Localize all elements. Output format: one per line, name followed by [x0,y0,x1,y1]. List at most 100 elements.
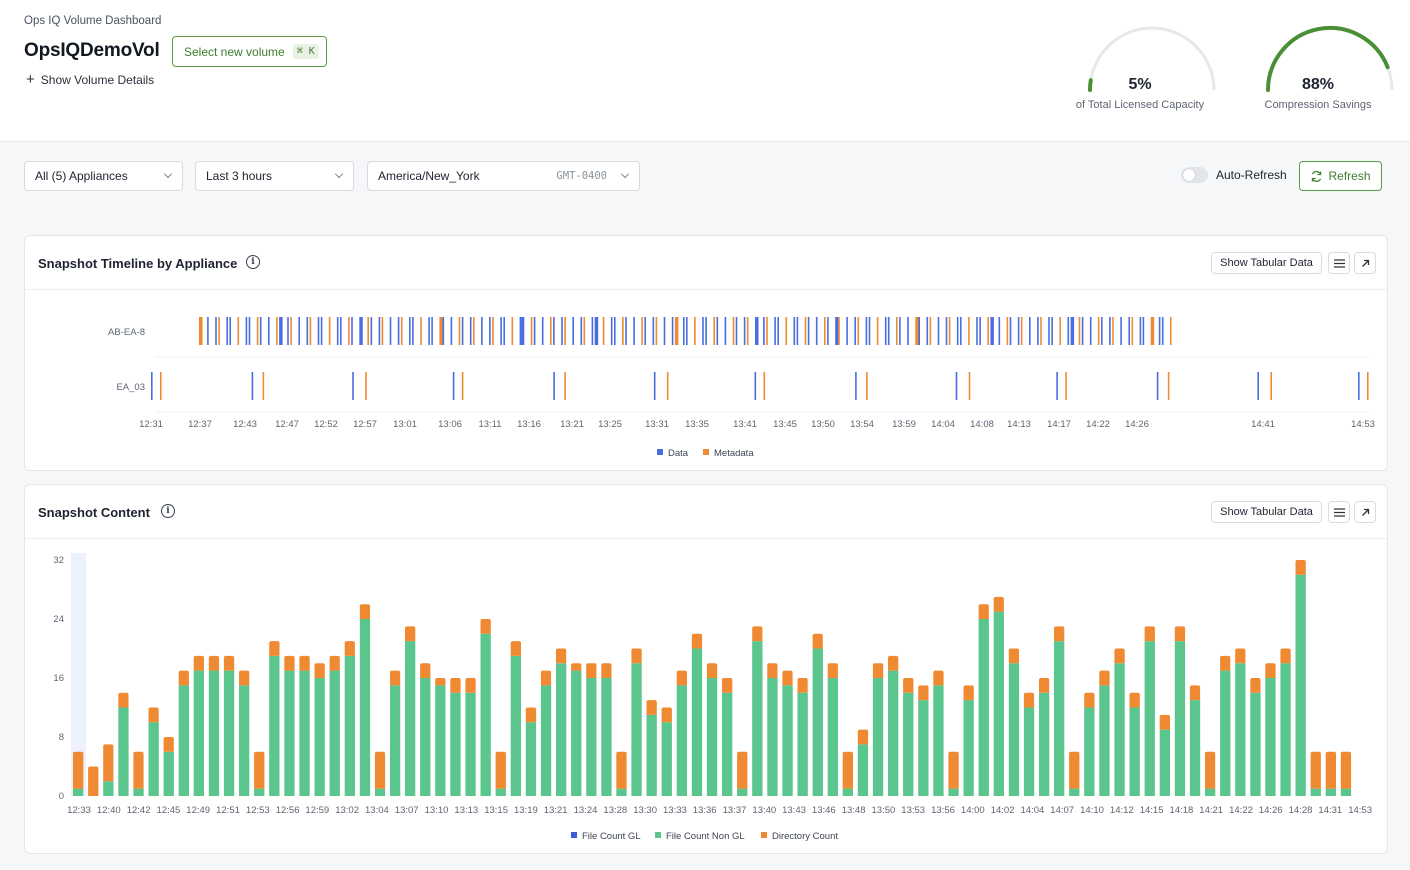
bar-directory-count [254,751,265,789]
bar-file-count-non-gl [374,788,386,796]
timeline-event [262,372,265,400]
timeline-event [511,317,514,345]
bar-file-count-non-gl [1159,729,1170,796]
content-x-tick: 13:56 [931,805,955,816]
menu-icon[interactable] [1328,501,1350,523]
timeline-event [713,317,715,345]
bar-file-count-non-gl [993,611,1004,796]
bar-file-count-non-gl [1189,700,1201,796]
content-chart: 0 8 16 24 32 12:33 12:40 12:42 12:45 12:49 12:51 1… [53,553,1372,842]
timeline-x-tick: 12:37 [188,419,212,430]
timeline-event [937,317,940,345]
timeline-event [522,317,525,345]
timeline-event [796,317,799,345]
bar-directory-count [103,744,114,782]
timeline-event [857,317,860,345]
timezone-dropdown[interactable]: America/New_York GMT-0400 [367,161,640,191]
content-y-tick: 8 [59,732,64,743]
toggle-knob [1183,169,1195,181]
timeline-event [633,317,635,345]
bar-file-count-non-gl [284,670,295,796]
timeline-event [1078,317,1081,345]
content-x-tick: 13:10 [425,805,449,816]
bar-directory-count [903,678,914,693]
bar-file-count-non-gl [827,678,838,796]
bar-directory-count [208,655,220,671]
timeline-event [960,317,962,345]
info-icon[interactable]: i [161,504,175,518]
bar-directory-count [88,766,99,796]
bar-directory-count [676,670,687,686]
timeline-event [724,317,727,345]
timeline-event [663,317,666,345]
bar-file-count-non-gl [73,788,84,796]
menu-icon-glyph [1333,258,1345,268]
bar-file-count-non-gl [1295,574,1306,796]
bar-file-count-non-gl [420,678,431,796]
legend-directory-count-swatch [761,832,767,838]
expand-icon[interactable] [1354,501,1376,523]
timeline-event [671,317,674,345]
info-icon[interactable]: i [246,255,260,269]
timeline-event [237,317,240,345]
time-range-dropdown[interactable]: Last 3 hours [195,161,354,191]
content-x-tick: 13:13 [454,805,478,816]
timeline-event [1029,317,1031,345]
timeline-event [793,317,796,345]
timeline-event [907,317,909,345]
timeline-event [207,317,209,345]
bar-directory-count [752,626,763,642]
bar-directory-count [556,648,567,664]
bar-directory-count [857,729,869,745]
timeline-event [1048,317,1050,345]
expand-icon[interactable] [1354,252,1376,274]
timeline-x-tick: 13:41 [733,419,757,430]
expand-icon-glyph [1361,508,1369,516]
content-title: Snapshot Content [38,505,150,520]
content-x-tick: 13:43 [782,805,806,816]
timeline-event [804,317,807,345]
bar-file-count-non-gl [1235,663,1246,796]
refresh-label: Refresh [1328,169,1371,183]
bar-directory-count [480,619,491,634]
bar-file-count-non-gl [269,655,280,796]
content-x-tick: 14:10 [1080,805,1104,816]
show-tabular-data-button[interactable]: Show Tabular Data [1211,501,1322,523]
timeline-event [550,317,552,345]
timeline-event [1158,317,1161,345]
timeline-x-tick: 13:54 [850,419,874,430]
bar-directory-count [1265,663,1276,678]
timeline-row-label: EA_03 [116,382,145,393]
content-card: Snapshot Content i Show Tabular Data 0 8 1… [24,484,1388,854]
content-x-tick: 14:28 [1289,805,1313,816]
timeline-event [1150,317,1155,345]
timeline-card: Snapshot Timeline by Appliance i Show Ta… [24,235,1388,471]
auto-refresh-toggle[interactable] [1181,167,1208,183]
timeline-event [279,317,283,345]
timeline-event [583,317,586,345]
bar-file-count-non-gl [480,633,491,796]
content-x-tick: 13:46 [812,805,836,816]
appliances-dropdown[interactable]: All (5) Appliances [24,161,183,191]
select-volume-button[interactable]: Select new volume ⌘ K [172,36,327,67]
timeline-event [956,317,959,345]
bar-file-count-non-gl [737,788,748,796]
bar-file-count-non-gl [691,648,703,796]
bar-directory-count [344,641,355,656]
timeline-event [530,317,533,345]
timeline-event [763,317,765,345]
refresh-button[interactable]: Refresh [1299,161,1382,191]
bar-directory-count [812,633,823,649]
bar-file-count-non-gl [329,670,340,796]
timeline-event [290,317,292,345]
timeline-event [1161,317,1164,345]
timeline-event [397,317,400,345]
show-tabular-data-button[interactable]: Show Tabular Data [1211,252,1322,274]
show-volume-details-toggle[interactable]: + Show Volume Details [26,72,154,87]
breadcrumb[interactable]: Ops IQ Volume Dashboard [24,15,162,27]
bar-directory-count [1310,751,1321,789]
bar-directory-count [118,692,129,708]
capacity-label: of Total Licensed Capacity [1075,99,1205,111]
bar-directory-count [223,655,235,671]
menu-icon[interactable] [1328,252,1350,274]
